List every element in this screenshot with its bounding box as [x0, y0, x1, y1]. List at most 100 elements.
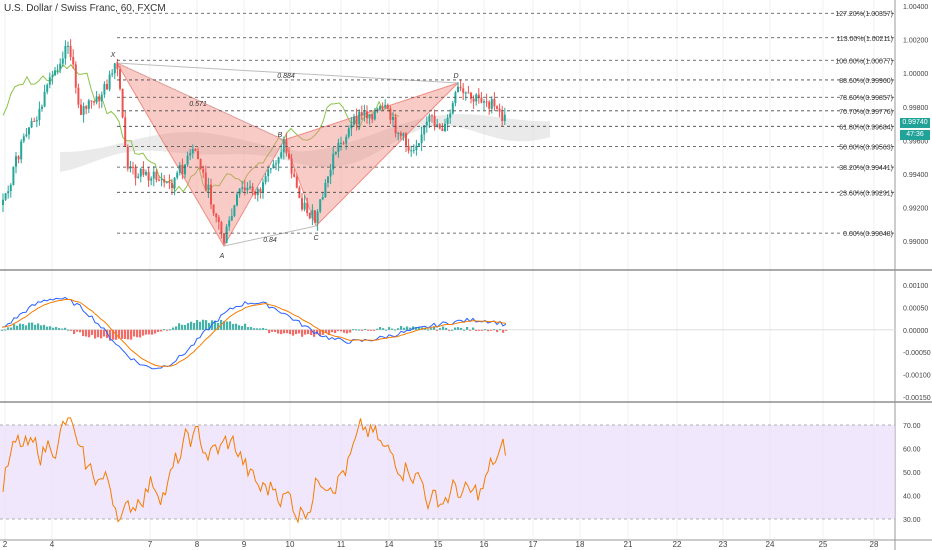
- macd-hist-bar: [136, 329, 139, 338]
- candle-body: [384, 104, 387, 108]
- macd-hist-bar: [346, 329, 349, 334]
- candle-body: [373, 111, 376, 120]
- macd-hist-bar: [1, 329, 4, 331]
- candle-body: [121, 88, 124, 118]
- macd-hist-bar: [238, 325, 241, 330]
- candle-body: [321, 197, 324, 200]
- macd-hist-bar: [445, 327, 448, 330]
- candle-body: [147, 172, 150, 181]
- candle-body: [249, 186, 251, 189]
- candle-body: [194, 149, 197, 152]
- candle-body: [7, 191, 10, 194]
- macd-hist-bar: [265, 328, 268, 330]
- candle-body: [420, 134, 423, 144]
- pattern-ratio: 0.884: [277, 73, 295, 80]
- candle-body: [93, 101, 95, 103]
- candle-body: [259, 188, 262, 193]
- macd-hist-bar: [145, 329, 148, 335]
- countdown-badge: 47:36: [900, 130, 930, 140]
- macd-hist-bar: [256, 328, 259, 330]
- fib-levels[interactable]: 127.20%(1.00357) 113.00%(1.00211) 100.00%(…: [117, 11, 895, 238]
- macd-hist-bar: [502, 329, 505, 333]
- candle-body: [381, 106, 384, 108]
- rsi-tick-label: 50.00: [903, 470, 921, 477]
- candle-body: [28, 127, 30, 135]
- macd-hist-bar: [448, 329, 451, 331]
- macd-hist-bar: [223, 321, 226, 330]
- macd-hist-bar: [355, 329, 358, 331]
- macd-hist-bar: [325, 329, 328, 333]
- candle-body: [290, 158, 293, 174]
- candle-body: [38, 108, 41, 120]
- candle-body: [371, 114, 374, 120]
- candle-body: [457, 86, 459, 93]
- candle-body: [269, 168, 272, 170]
- rsi-line: [2, 417, 506, 524]
- candle-body: [178, 164, 181, 173]
- candle-body: [59, 63, 62, 70]
- macd-hist-bar: [295, 329, 298, 335]
- candle-body: [191, 149, 194, 154]
- candle-body: [72, 57, 75, 65]
- candle-body: [56, 69, 59, 71]
- macd-hist-bar: [433, 326, 436, 330]
- macd-hist-bar: [280, 329, 283, 335]
- last-price-badge: 0.99740: [900, 118, 930, 128]
- macd-hist-bar: [178, 323, 181, 330]
- candle-body: [184, 164, 186, 175]
- macd-hist-bar: [184, 324, 187, 330]
- macd-hist-bar: [484, 329, 487, 331]
- fib-label: 100.00%(1.00077): [835, 58, 893, 65]
- harmonic-pattern[interactable]: X A B C D 0.884 0.571 0.84: [110, 52, 459, 260]
- candle-body: [488, 101, 491, 109]
- candle-body: [33, 121, 36, 123]
- macd-hist-bar: [196, 319, 199, 330]
- candle-body: [197, 151, 199, 160]
- candle-body: [319, 199, 322, 212]
- macd-hist-bar: [385, 329, 388, 331]
- candle-body: [87, 100, 90, 109]
- macd-hist-bar: [181, 324, 184, 330]
- candle-body: [152, 171, 155, 179]
- candle-body: [464, 92, 467, 94]
- macd-hist-bar: [118, 329, 121, 339]
- candle-body: [340, 142, 342, 144]
- candle-body: [241, 187, 244, 189]
- pattern-point-X: X: [110, 52, 116, 59]
- price-tick-label: 0.99400: [903, 172, 928, 179]
- candle-body: [314, 210, 316, 223]
- x-tick-label: 14: [385, 540, 394, 549]
- pattern-point-A: A: [219, 253, 225, 260]
- fib-label: 61.80%(0.99684): [839, 124, 893, 131]
- x-tick-label: 28: [870, 540, 879, 549]
- x-tick-label: 22: [673, 540, 682, 549]
- macd-hist-bar: [100, 329, 103, 339]
- candle-body: [236, 194, 238, 206]
- candle-body: [438, 124, 441, 129]
- macd-hist-bar: [172, 327, 175, 330]
- candle-body: [280, 152, 283, 158]
- macd-hist-bar: [61, 328, 64, 330]
- pattern-ratio: 0.84: [263, 237, 277, 244]
- macd-hist-bar: [214, 320, 217, 330]
- candle-body: [493, 99, 496, 107]
- macd-hist-bar: [442, 326, 445, 330]
- candle-body: [54, 70, 56, 76]
- candle-body: [264, 176, 267, 183]
- candle-body: [477, 94, 480, 98]
- candle-body: [165, 181, 168, 183]
- candle-body: [496, 106, 498, 109]
- pattern-ratio: 0.571: [189, 101, 207, 108]
- candle-body: [132, 166, 134, 168]
- candle-body: [334, 151, 337, 155]
- candle-body: [30, 121, 33, 128]
- candle-body: [171, 182, 173, 189]
- candle-body: [475, 94, 478, 102]
- macd-hist-bar: [244, 323, 247, 330]
- rsi-tick-label: 70.00: [903, 423, 921, 430]
- chikou-path: [2, 63, 400, 193]
- macd-panel: [0, 296, 895, 370]
- macd-hist-bar: [34, 324, 37, 330]
- candle-body: [428, 115, 431, 122]
